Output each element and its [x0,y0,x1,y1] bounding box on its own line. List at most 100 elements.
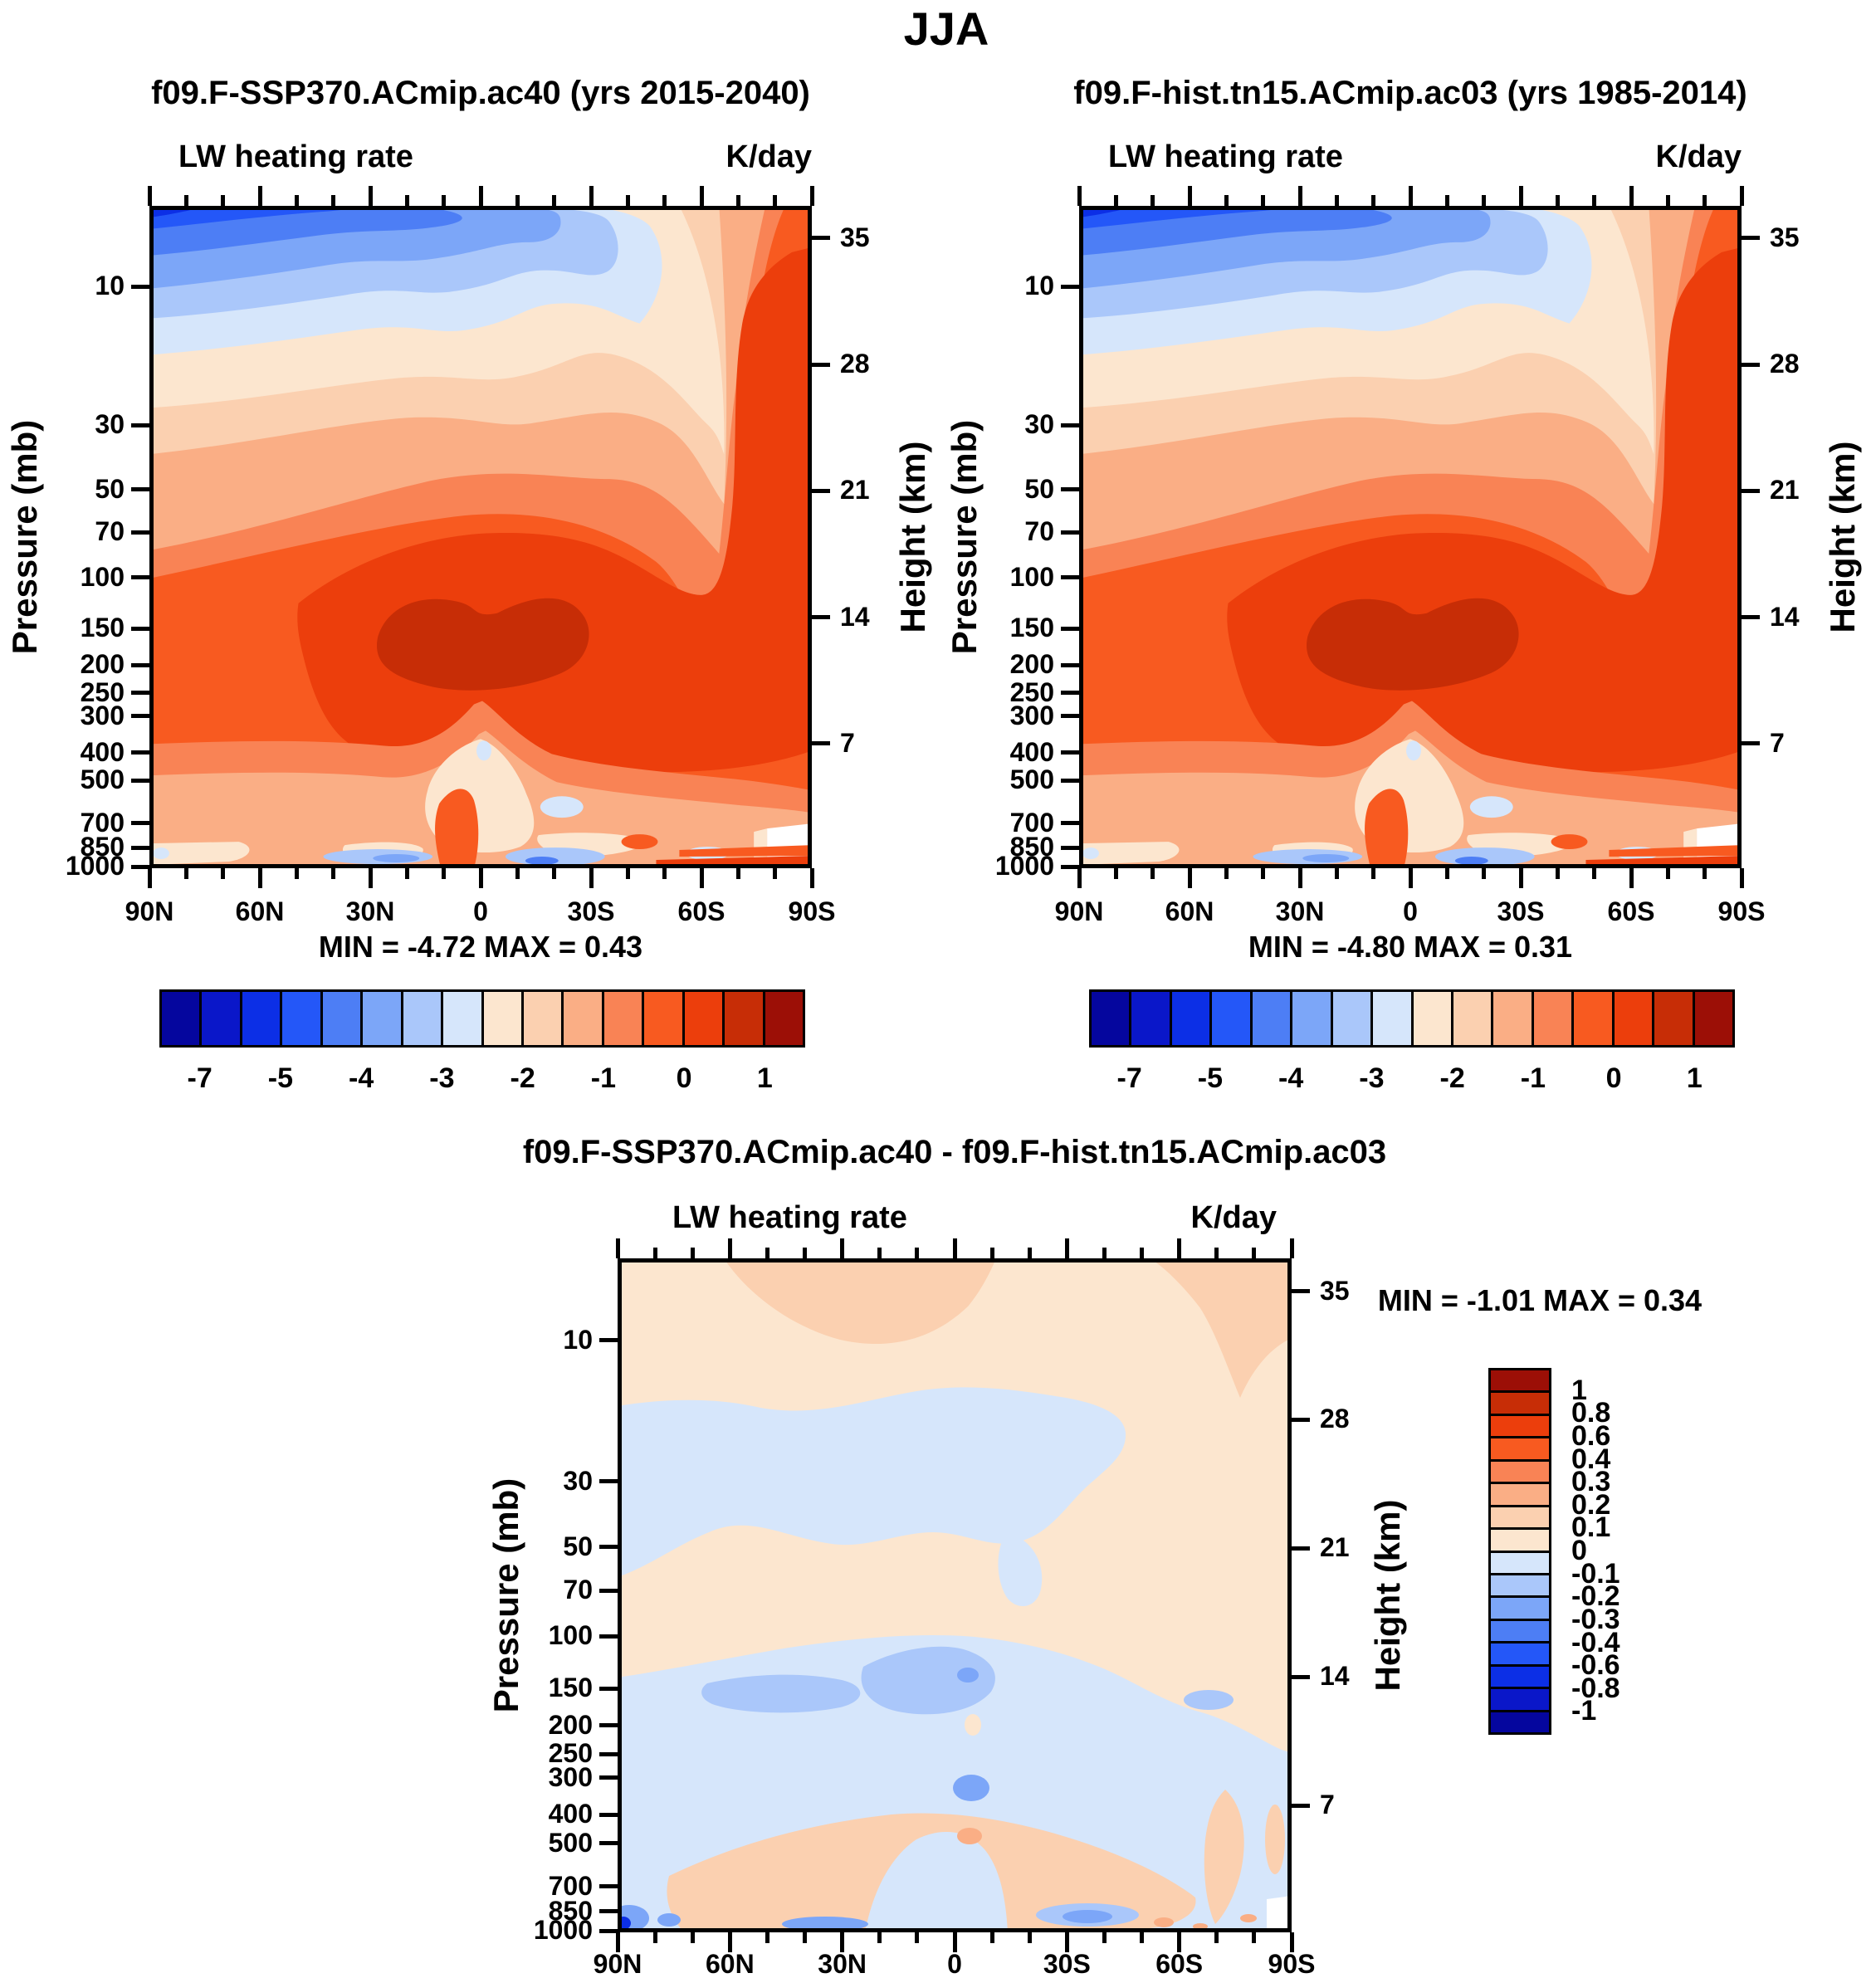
panel-diff-x-tick [1214,1248,1219,1258]
colorbar-diff-segment [1491,1393,1549,1416]
panel-a-pressure-tick-label: 1000 [65,851,125,882]
panel-diff-x-tick [1289,1238,1294,1258]
panel-a-x-tick [662,195,667,206]
panel-diff-pressure-tick [599,1338,618,1343]
panel-diff-x-tick [615,1932,620,1952]
panel-a-x-tick [589,186,594,206]
panel-a-height-tick [812,741,830,746]
panel-diff-x-tick [1177,1238,1182,1258]
panel-b-x-tick [1334,868,1339,879]
panel-diff-minmax: MIN = -1.01 MAX = 0.34 [1377,1283,1703,1317]
panel-b-x-tick [1371,195,1376,206]
colorbar-diff-segment [1491,1689,1549,1712]
colorbar-top-right-label: 1 [1686,1062,1703,1094]
panel-b-x-tick [1482,868,1487,879]
panel-b-x-tick [1703,868,1707,879]
panel-a-x-tick [257,186,262,206]
panel-a-pressure-tick [131,575,149,579]
colorbar-top-right-segment [1212,992,1253,1045]
panel-diff-pressure-tick-label: 500 [548,1827,593,1858]
colorbar-top-left-segment [202,992,242,1045]
panel-diff-pressure-tick [599,1751,618,1756]
panel-diff-x-tick [765,1248,769,1258]
panel-b-pressure-tick [1061,691,1079,696]
panel-diff-x-tick [1289,1932,1294,1952]
panel-b-pressure-tick-label: 150 [1009,613,1054,643]
colorbar-top-right-segment [1694,992,1732,1045]
colorbar-top-left-segment [523,992,564,1045]
panel-diff-x-tick [652,1248,657,1258]
panel-b-minmax: MIN = -4.80 MAX = 0.31 [1248,930,1573,964]
panel-diff-pressure-tick [599,1812,618,1817]
colorbar-top-right-segment [1453,992,1494,1045]
panel-b-x-tick [1482,195,1487,206]
panel-b-pressure-tick [1061,864,1079,869]
colorbar-top-left-label: -5 [267,1062,293,1094]
panel-diff-pressure-tick-label: 850 [548,1895,593,1926]
panel-a-x-tick [183,195,188,206]
panel-diff-x-tick [615,1238,620,1258]
panel-b-pressure-tick [1061,487,1079,492]
panel-a-x-tick [442,868,447,879]
colorbar-top-right-segment [1092,992,1132,1045]
panel-b-height-tick-label: 7 [1770,727,1785,758]
panel-diff-x-tick [690,1248,695,1258]
colorbar-diff [1488,1368,1551,1735]
panel-b-x-tick-label: 60S [1607,896,1655,926]
panel-diff-pressure-tick [599,1686,618,1691]
panel-b-pressure-tick-label: 10 [1024,271,1054,301]
panel-b-x-tick [1224,195,1229,206]
panel-a-pressure-tick [131,778,149,783]
panel-a-x-tick [221,195,226,206]
colorbar-diff-label: -0.3 [1571,1603,1620,1635]
panel-diff-x-tick [1064,1238,1069,1258]
panel-a-x-tick [625,195,630,206]
panel-a-x-tick [147,186,152,206]
panel-a-x-tick [773,868,778,879]
panel-b-x-tick [1629,868,1634,888]
panel-diff-x-tick [1027,1248,1032,1258]
panel-a-pressure-tick [131,691,149,696]
colorbar-top-left-segment [725,992,765,1045]
colorbar-diff-segment [1491,1620,1549,1644]
panel-b-pressure-tick [1061,714,1079,719]
panel-a-pressure-tick [131,284,149,289]
panel-a-height-tick [812,362,830,367]
panel-a-pressure-tick [131,530,149,535]
panel-diff-pressure-tick-label: 70 [563,1575,593,1605]
colorbar-diff-segment [1491,1530,1549,1553]
panel-diff-x-tick [1140,1932,1145,1943]
colorbar-top-left [159,989,805,1048]
panel-diff-x-tick [877,1932,882,1943]
panel-b-pressure-tick [1061,626,1079,631]
panel-diff-x-tick [1214,1932,1219,1943]
panel-diff-x-tick-label: 90S [1268,1949,1316,1978]
panel-a-x-tick [368,186,373,206]
figure-main-title: JJA [903,2,989,55]
panel-a-x-tick [221,868,226,879]
colorbar-top-right-segment [1654,992,1695,1045]
colorbar-top-left-label: -1 [590,1062,616,1094]
colorbar-top-left-label: -2 [510,1062,535,1094]
panel-b-pressure-tick-label: 850 [1009,832,1054,862]
panel-a-x-tick [404,195,409,206]
colorbar-top-right-segment [1131,992,1172,1045]
panel-a-subtitle-left: LW heating rate [178,139,413,174]
panel-diff-height-tick-label: 7 [1320,1790,1335,1820]
panel-b-x-tick [1665,868,1670,879]
panel-b-x-tick [1113,868,1118,879]
panel-diff-x-tick [1177,1932,1182,1952]
panel-a-x-tick [773,195,778,206]
colorbar-top-left-segment [322,992,364,1045]
panel-diff-pressure-tick-label: 250 [548,1738,593,1769]
panel-diff-x-tick [1140,1248,1145,1258]
panel-diff-x-tick [1252,1248,1257,1258]
panel-diff-x-tick [727,1932,732,1952]
panel-b-height-tick [1742,741,1760,746]
panel-diff-pressure-tick-label: 200 [548,1709,593,1740]
panel-diff-height-tick-label: 21 [1320,1532,1350,1563]
panel-diff-pressure-tick-label: 1000 [533,1915,593,1946]
colorbar-top-left-segment [403,992,444,1045]
panel-a-x-tick [515,195,520,206]
panel-diff-x-tick [1252,1932,1257,1943]
